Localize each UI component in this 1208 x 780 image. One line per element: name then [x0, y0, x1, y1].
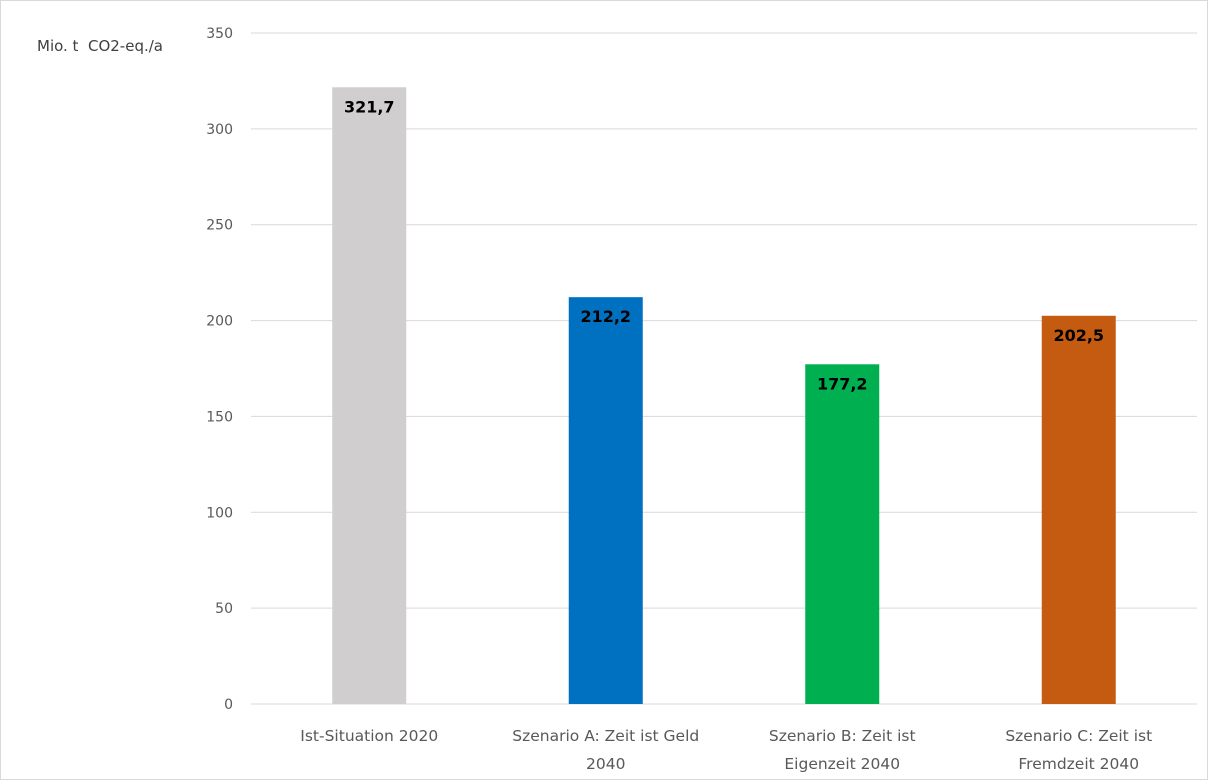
y-axis-label: Mio. t CO2-eq./a [37, 37, 163, 55]
data-label: 202,5 [1053, 326, 1104, 345]
gridlines [251, 32, 1197, 705]
category-label: Ist-Situation 2020 [300, 727, 438, 745]
y-tick-label: 50 [215, 601, 233, 617]
data-label: 321,7 [344, 97, 395, 116]
data-label: 177,2 [817, 374, 868, 393]
category-label: Eigenzeit 2040 [784, 755, 900, 773]
data-labels: 321,7 212,2 177,2 202,5 [344, 97, 1104, 393]
y-tick-label: 250 [206, 218, 233, 234]
category-label: Szenario B: Zeit ist [769, 727, 916, 745]
y-tick-label: 0 [224, 697, 233, 713]
y-tick-label: 350 [206, 26, 233, 42]
bars [332, 87, 1116, 705]
bar [805, 364, 880, 704]
bar [1041, 315, 1116, 704]
data-label: 212,2 [580, 307, 631, 326]
y-axis-ticks: 0 50 100 150 200 250 300 350 [206, 26, 233, 713]
category-label: Szenario C: Zeit ist [1005, 727, 1152, 745]
bar [332, 87, 407, 705]
category-label: Fremdzeit 2040 [1018, 755, 1139, 773]
category-label: 2040 [586, 755, 625, 773]
category-label: Szenario A: Zeit ist Geld [512, 727, 699, 745]
y-tick-label: 300 [206, 122, 233, 138]
y-tick-label: 200 [206, 314, 233, 330]
x-axis-categories: Ist-Situation 2020 Szenario A: Zeit ist G… [300, 727, 1152, 773]
y-tick-label: 100 [206, 505, 233, 521]
bar [568, 297, 643, 704]
y-tick-label: 150 [206, 409, 233, 425]
